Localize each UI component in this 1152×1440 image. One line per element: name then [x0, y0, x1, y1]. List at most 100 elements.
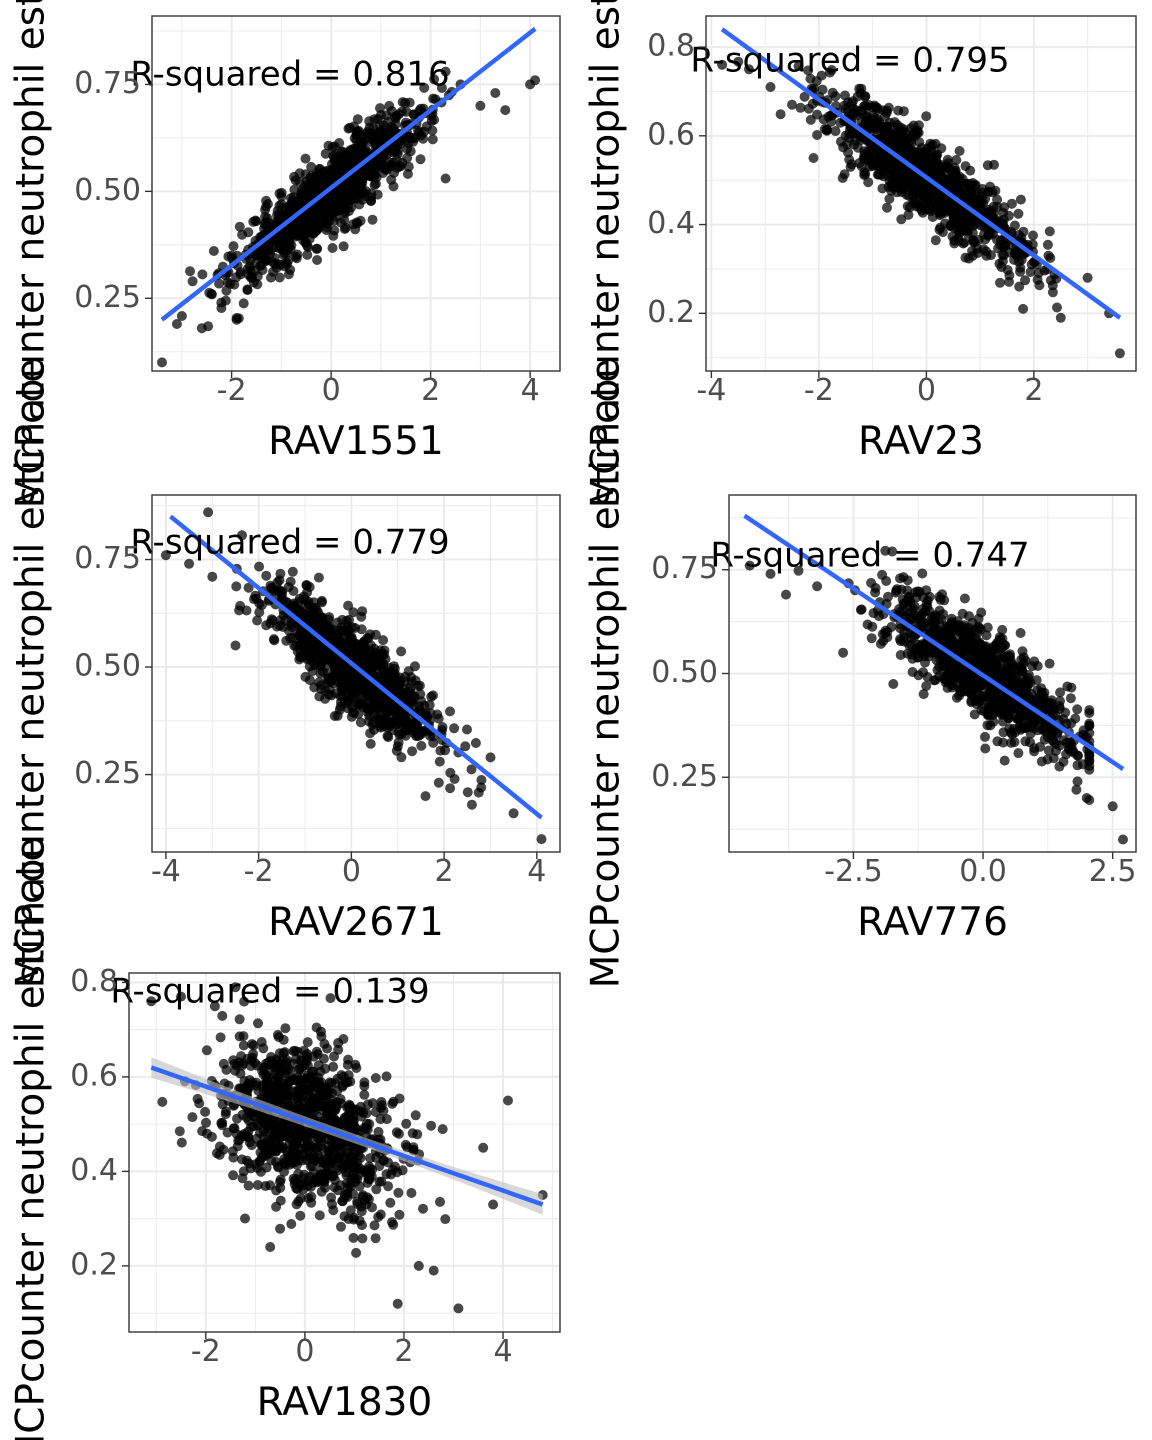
data-point	[948, 668, 959, 679]
data-point	[342, 1059, 353, 1070]
data-point	[265, 1242, 276, 1252]
data-point	[1025, 737, 1035, 748]
data-point	[1025, 710, 1036, 720]
data-point	[969, 709, 980, 720]
data-point	[980, 731, 990, 742]
data-point	[413, 731, 424, 742]
x-tick-label: 2.5	[1089, 854, 1137, 889]
data-point	[917, 568, 928, 579]
data-point	[303, 596, 314, 607]
data-point	[279, 1047, 290, 1058]
data-point	[863, 177, 874, 188]
data-point	[381, 1114, 392, 1125]
x-tick-label: -2	[804, 373, 834, 408]
data-point	[1013, 208, 1024, 219]
data-point	[249, 594, 259, 605]
data-point	[837, 173, 848, 183]
data-point	[254, 561, 265, 572]
data-point	[887, 546, 898, 557]
data-point	[322, 630, 333, 641]
data-point	[937, 227, 948, 238]
data-point	[365, 738, 376, 749]
data-point	[921, 681, 932, 691]
data-point	[221, 285, 232, 296]
data-point	[717, 59, 728, 70]
data-point	[1013, 748, 1024, 759]
data-point	[275, 568, 286, 579]
data-point	[348, 1232, 359, 1243]
data-point	[799, 91, 810, 102]
data-point	[971, 675, 982, 686]
data-point	[844, 132, 855, 143]
data-point	[272, 205, 283, 216]
data-point	[988, 654, 999, 665]
data-point	[275, 620, 285, 631]
r-squared-annotation: R-squared = 0.779	[130, 523, 449, 563]
data-point	[419, 82, 430, 93]
data-point	[367, 170, 378, 181]
data-point	[892, 167, 903, 177]
data-point	[812, 581, 823, 592]
data-point	[336, 1221, 346, 1232]
data-point	[965, 655, 976, 666]
panel-2: R-squared = 0.795-4 -2 0 20.20.40.60.8RAV23…	[584, 0, 1137, 508]
y-tick-label: 0.75	[651, 551, 718, 586]
data-point	[176, 311, 187, 321]
data-point	[998, 737, 1009, 748]
data-point	[987, 229, 998, 239]
data-point	[931, 655, 942, 666]
data-point	[360, 164, 371, 175]
data-point	[981, 630, 992, 641]
x-tick-label: 2	[421, 373, 440, 408]
data-point	[808, 153, 819, 163]
data-point	[433, 777, 444, 788]
y-tick-label: 0.50	[74, 173, 141, 208]
data-point	[378, 693, 389, 704]
y-axis-title: MCPcounter neutrophil estimate	[9, 0, 54, 508]
data-point	[338, 1034, 349, 1044]
data-point	[373, 156, 384, 167]
data-point	[959, 237, 970, 248]
data-point	[223, 251, 234, 262]
data-point	[1029, 656, 1040, 667]
data-point	[222, 1127, 233, 1138]
data-point	[956, 631, 967, 642]
data-point	[369, 643, 380, 654]
data-point	[1013, 713, 1024, 724]
data-point	[939, 177, 950, 188]
y-tick-label: 0.75	[74, 541, 141, 576]
data-point	[983, 186, 994, 197]
data-point	[378, 635, 389, 646]
data-point	[903, 209, 914, 220]
data-point	[200, 1106, 211, 1117]
data-point	[284, 235, 295, 246]
data-point	[290, 175, 301, 186]
data-point	[1049, 737, 1060, 748]
data-point	[396, 646, 407, 657]
data-point	[402, 169, 413, 179]
data-point	[870, 156, 881, 166]
data-point	[848, 107, 859, 118]
data-point	[327, 1199, 337, 1210]
x-tick-label: 0	[917, 373, 936, 408]
data-point	[327, 172, 338, 183]
data-point	[247, 1039, 257, 1050]
data-point	[882, 202, 892, 213]
data-point	[319, 1038, 330, 1049]
data-point	[343, 1102, 354, 1112]
data-point	[416, 696, 427, 707]
data-point	[312, 255, 323, 265]
data-point	[295, 1063, 305, 1074]
data-point	[221, 1064, 232, 1075]
data-point	[475, 100, 486, 111]
data-point	[1071, 784, 1082, 795]
data-point	[787, 99, 797, 110]
data-point	[248, 216, 259, 227]
data-point	[334, 704, 345, 715]
data-point	[1052, 302, 1062, 313]
data-point	[355, 717, 366, 728]
data-point	[318, 1053, 329, 1064]
data-point	[947, 635, 958, 646]
data-point	[343, 123, 354, 134]
data-point	[1055, 687, 1066, 698]
